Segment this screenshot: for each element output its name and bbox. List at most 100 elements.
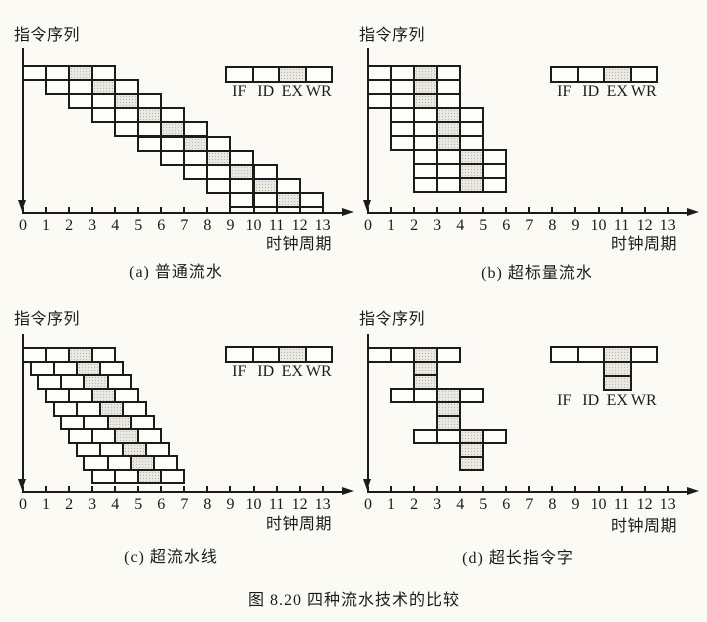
x-axis-tick-label: 2 <box>410 496 419 513</box>
x-axis-tick-label: 8 <box>548 217 557 234</box>
x-axis-tick <box>321 207 324 212</box>
pipeline-cell <box>229 191 255 208</box>
pipeline-cell-ex <box>436 107 462 123</box>
x-axis-tick <box>528 207 531 212</box>
pipeline-cell <box>413 387 439 404</box>
x-axis-tick-label: 3 <box>433 496 442 513</box>
x-axis-label-c: 时钟周期 <box>266 516 333 533</box>
pipeline-cell <box>206 177 232 194</box>
x-axis-tick-label: 12 <box>636 217 653 234</box>
subfigure-caption-b: (b) 超标量流水 <box>481 265 593 282</box>
x-axis-tick <box>137 207 140 212</box>
pipeline-cell-ex <box>413 374 439 390</box>
x-axis-tick <box>206 486 209 491</box>
legend-stage-label-wr: WR <box>305 363 332 380</box>
x-axis-tick-label: 3 <box>88 217 97 234</box>
y-axis-line <box>22 334 24 480</box>
x-axis-tick <box>666 486 669 491</box>
x-axis-tick <box>91 486 94 491</box>
legend-box-wr <box>629 346 658 363</box>
legend-stage-label-if: IF <box>232 83 247 100</box>
x-axis-tick-label: 7 <box>180 217 189 234</box>
x-axis-arrow-icon <box>342 207 354 216</box>
x-axis-tick-label: 6 <box>157 217 166 234</box>
x-axis-tick <box>413 207 416 212</box>
x-axis-tick <box>68 207 71 212</box>
x-axis-tick-label: 13 <box>659 217 676 234</box>
x-axis-tick <box>505 486 508 491</box>
x-axis-tick-label: 11 <box>613 496 630 513</box>
x-axis-tick-label: 3 <box>88 496 97 513</box>
legend-stage-label-if: IF <box>232 363 247 380</box>
pipeline-cell <box>390 135 416 151</box>
subfigure-caption-d: (d) 超长指令字 <box>462 550 574 567</box>
pipeline-cell-ex <box>114 93 140 110</box>
x-axis-tick-label: 5 <box>479 217 488 234</box>
pipeline-cell <box>91 468 117 484</box>
legend-box-wr <box>304 66 333 83</box>
pipeline-cell <box>367 347 393 363</box>
legend-box-ex <box>278 66 307 83</box>
pipeline-cell <box>390 347 416 363</box>
pipeline-cell-ex <box>459 442 485 458</box>
legend-stage-label-ex: EX <box>281 83 303 100</box>
y-axis-arrow-icon <box>17 479 26 490</box>
x-axis-tick <box>620 207 623 212</box>
pipeline-cell <box>160 468 186 484</box>
x-axis-tick <box>22 207 24 212</box>
x-axis-tick <box>390 207 393 212</box>
x-axis-tick-label: 11 <box>268 496 285 513</box>
pipeline-cell <box>160 149 186 166</box>
x-axis-tick <box>91 207 94 212</box>
x-axis-tick <box>321 486 324 491</box>
subfigure-caption-a: (a) 普通流水 <box>129 264 223 281</box>
x-axis-tick <box>114 486 117 491</box>
legend-box-id <box>576 346 605 363</box>
y-axis-line <box>367 334 369 480</box>
pipeline-cell <box>367 93 393 109</box>
x-axis-tick-label: 8 <box>548 496 557 513</box>
x-axis-tick-label: 0 <box>19 496 27 513</box>
x-axis-tick-label: 2 <box>65 217 74 234</box>
y-axis-line <box>22 48 24 201</box>
x-axis-tick <box>643 207 646 212</box>
x-axis-tick <box>252 486 255 491</box>
x-axis-line <box>367 212 687 214</box>
x-axis-tick-label: 7 <box>525 496 534 513</box>
legend-box-ex <box>278 346 307 363</box>
x-axis-tick <box>275 486 278 491</box>
x-axis-tick <box>160 486 163 491</box>
y-axis-label-a: 指令序列 <box>14 27 81 44</box>
x-axis-tick <box>505 207 508 212</box>
x-axis-tick <box>367 207 369 212</box>
pipeline-cell <box>459 387 485 404</box>
x-axis-tick-label: 2 <box>65 496 74 513</box>
x-axis-label-d: 时钟周期 <box>611 518 678 535</box>
pipeline-cell-ex <box>275 191 301 208</box>
legend-stage-label-if: IF <box>557 83 572 100</box>
legend-box-if <box>225 346 254 363</box>
x-axis-tick <box>597 207 600 212</box>
x-axis-line <box>367 491 687 493</box>
y-axis-arrow-icon <box>17 200 26 211</box>
x-axis-tick-label: 4 <box>111 496 120 513</box>
x-axis-tick <box>597 486 600 491</box>
legend-box-wr <box>304 346 333 363</box>
x-axis-tick-label: 13 <box>314 217 331 234</box>
x-axis-tick-label: 5 <box>134 217 143 234</box>
x-axis-tick <box>620 486 623 491</box>
x-axis-tick <box>68 486 71 491</box>
pipeline-cell <box>482 177 508 193</box>
pipeline-cell-ex <box>137 468 163 484</box>
x-axis-tick-label: 4 <box>456 496 465 513</box>
x-axis-tick <box>551 207 554 212</box>
x-axis-tick-label: 5 <box>134 496 143 513</box>
x-axis-tick <box>528 486 531 491</box>
pipeline-cell-ex <box>436 387 462 404</box>
legend-stage-label-wr: WR <box>630 83 657 100</box>
x-axis-tick-label: 7 <box>525 217 534 234</box>
x-axis-tick-label: 6 <box>502 217 511 234</box>
legend-box-id <box>576 66 605 83</box>
x-axis-tick <box>45 486 48 491</box>
legend-stage-label-wr: WR <box>305 83 332 100</box>
